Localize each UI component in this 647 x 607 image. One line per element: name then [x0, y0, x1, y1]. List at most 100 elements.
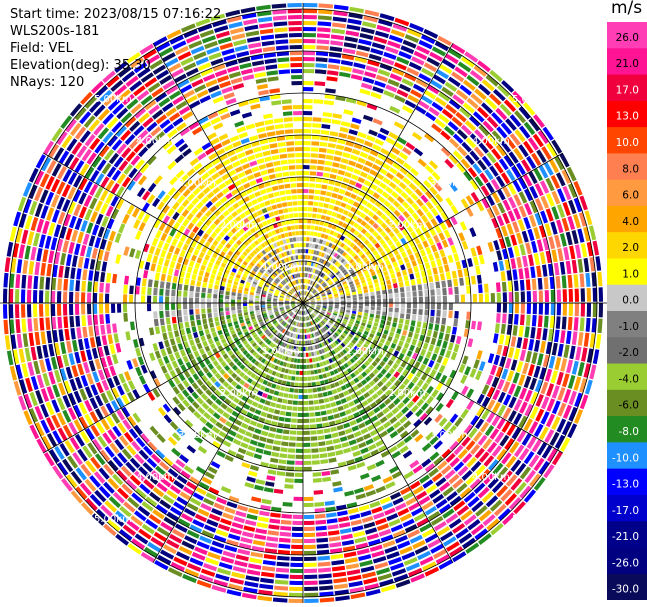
velocity-gate	[286, 277, 290, 282]
velocity-gate	[299, 322, 301, 327]
velocity-gate	[301, 297, 303, 302]
velocity-gate	[217, 356, 224, 363]
velocity-gate	[392, 529, 406, 538]
velocity-gate	[301, 311, 303, 315]
velocity-gate	[219, 294, 224, 299]
velocity-gate	[220, 262, 227, 268]
velocity-gate	[345, 409, 352, 415]
velocity-gate	[398, 383, 406, 391]
velocity-gate	[336, 338, 342, 343]
velocity-gate	[250, 372, 257, 379]
velocity-gate	[364, 368, 371, 375]
velocity-gate	[240, 422, 249, 430]
velocity-gate	[394, 141, 404, 150]
velocity-gate	[282, 329, 286, 334]
velocity-gate	[450, 334, 456, 343]
velocity-gate	[519, 466, 532, 480]
velocity-gate	[175, 336, 182, 344]
velocity-gate	[310, 314, 314, 319]
velocity-gate	[310, 304, 315, 306]
velocity-gate	[132, 412, 142, 423]
velocity-gate	[226, 283, 232, 288]
velocity-gate	[376, 372, 384, 379]
velocity-gate	[214, 316, 219, 322]
velocity-gate	[403, 557, 418, 566]
velocity-gate	[359, 212, 367, 219]
velocity-gate	[215, 235, 222, 242]
velocity-gate	[222, 218, 230, 226]
velocity-gate	[342, 196, 349, 203]
velocity-gate	[291, 305, 296, 308]
velocity-gate	[125, 151, 136, 162]
velocity-gate	[33, 232, 40, 247]
velocity-gate	[107, 429, 117, 441]
velocity-gate	[491, 415, 501, 427]
velocity-gate	[215, 30, 230, 39]
velocity-gate	[116, 409, 126, 421]
velocity-gate	[189, 291, 194, 298]
velocity-gate	[303, 260, 305, 265]
velocity-gate	[397, 402, 405, 410]
velocity-gate	[280, 294, 285, 297]
velocity-gate	[256, 338, 262, 344]
velocity-gate	[411, 507, 423, 517]
velocity-gate	[349, 380, 356, 386]
velocity-gate	[263, 286, 269, 290]
velocity-gate	[235, 368, 242, 375]
velocity-gate	[206, 191, 215, 199]
velocity-gate	[311, 303, 315, 305]
velocity-gate	[350, 315, 356, 320]
velocity-gate	[310, 153, 319, 158]
velocity-gate	[425, 431, 435, 441]
velocity-gate	[291, 268, 295, 273]
velocity-gate	[527, 137, 539, 151]
velocity-gate	[62, 354, 70, 367]
velocity-gate	[293, 307, 297, 311]
velocity-gate	[211, 426, 221, 434]
velocity-gate	[279, 304, 284, 306]
radar-ppi-display: 1.00km 1.00km 1.00km 1.00km 2.00km 2.00k…	[0, 2, 607, 604]
velocity-gate	[308, 293, 311, 297]
velocity-gate	[238, 316, 244, 321]
velocity-gate	[419, 523, 432, 533]
velocity-gate	[299, 310, 301, 315]
velocity-gate	[319, 362, 324, 367]
velocity-gate	[130, 515, 144, 527]
velocity-gate	[243, 182, 251, 189]
velocity-gate	[106, 240, 113, 252]
velocity-gate	[205, 492, 217, 501]
velocity-gate	[411, 314, 417, 321]
velocity-gate	[306, 316, 309, 321]
velocity-gate	[255, 78, 267, 84]
velocity-gate	[314, 357, 319, 362]
velocity-gate	[328, 242, 333, 248]
velocity-gate	[9, 304, 14, 319]
velocity-gate	[315, 308, 320, 311]
velocity-gate	[279, 283, 284, 287]
velocity-gate	[495, 107, 508, 121]
velocity-gate	[220, 556, 235, 564]
velocity-gate	[276, 277, 281, 282]
velocity-gate	[187, 246, 195, 254]
velocity-gate	[355, 163, 364, 170]
velocity-gate	[318, 447, 327, 453]
velocity-gate	[340, 308, 345, 312]
velocity-gate	[318, 343, 323, 348]
velocity-gate	[347, 18, 362, 25]
velocity-gate	[254, 72, 267, 78]
velocity-gate	[103, 94, 117, 107]
velocity-gate	[207, 236, 214, 244]
velocity-gate	[290, 562, 303, 567]
velocity-gate	[289, 177, 297, 182]
velocity-gate	[529, 377, 537, 391]
velocity-gate	[262, 220, 268, 227]
velocity-gate	[400, 361, 407, 368]
velocity-gate	[93, 314, 99, 325]
velocity-gate	[410, 429, 420, 438]
velocity-gate	[198, 574, 214, 583]
velocity-gate	[331, 192, 338, 199]
velocity-gate	[230, 246, 236, 253]
velocity-gate	[381, 385, 388, 392]
velocity-gate	[434, 324, 440, 332]
velocity-gate	[475, 505, 488, 517]
